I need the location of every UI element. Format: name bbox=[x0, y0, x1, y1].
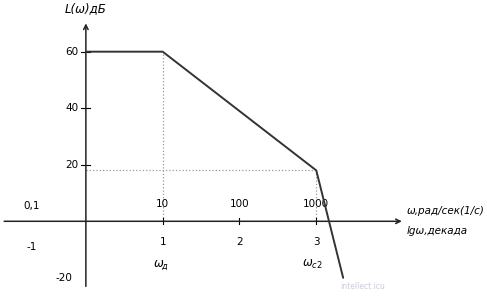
Text: -20: -20 bbox=[55, 273, 72, 283]
Text: 1000: 1000 bbox=[303, 199, 329, 209]
Text: 3: 3 bbox=[313, 237, 319, 247]
Text: 0,1: 0,1 bbox=[24, 202, 40, 211]
Text: 1: 1 bbox=[159, 237, 166, 247]
Text: 60: 60 bbox=[65, 47, 78, 57]
Text: 2: 2 bbox=[236, 237, 243, 247]
Text: lgω,декада: lgω,декада bbox=[407, 226, 468, 236]
Text: 100: 100 bbox=[230, 199, 249, 209]
Text: ω,рад/сек(1/с): ω,рад/сек(1/с) bbox=[407, 206, 485, 216]
Text: 20: 20 bbox=[65, 160, 78, 170]
Text: $\omega_{\!д}$: $\omega_{\!д}$ bbox=[153, 258, 169, 272]
Text: 40: 40 bbox=[65, 103, 78, 113]
Text: intellect.icu: intellect.icu bbox=[340, 282, 385, 291]
Text: -1: -1 bbox=[27, 242, 37, 252]
Text: L(ω)дБ: L(ω)дБ bbox=[65, 2, 107, 15]
Text: 10: 10 bbox=[156, 199, 169, 209]
Text: $\omega_{c2}$: $\omega_{c2}$ bbox=[302, 258, 323, 271]
